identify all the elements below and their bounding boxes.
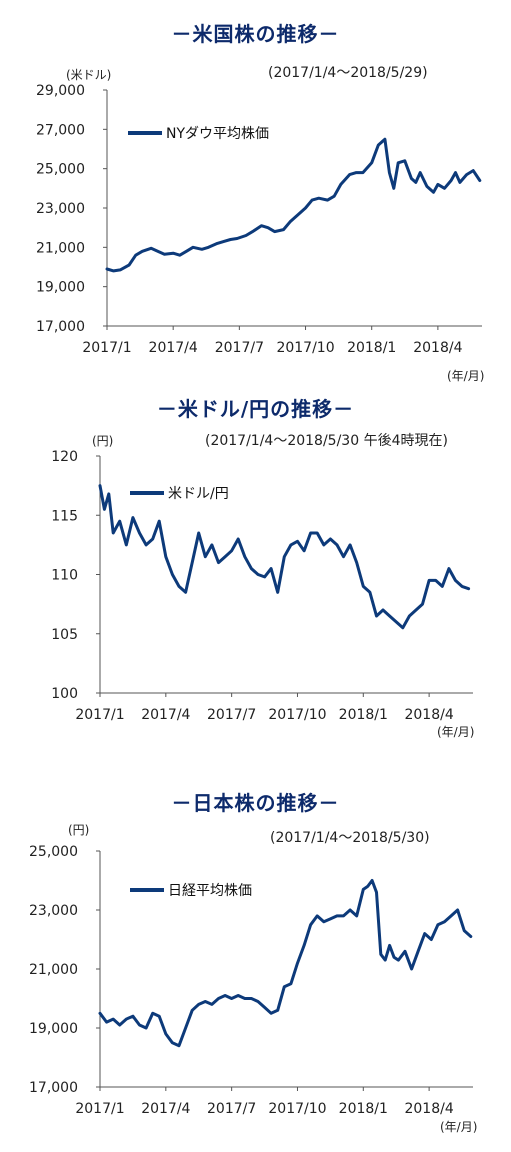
japan-stock-panel: －日本株の推移－ (2017/1/4～2018/5/30) (円) (年/月) …	[0, 745, 511, 1152]
chart-period: (2017/1/4～2018/5/30)	[270, 830, 430, 846]
us-stock-panel: －米国株の推移－ (2017/1/4～2018/5/29) (米ドル) (年/月…	[0, 0, 511, 385]
y-tick-label: 110	[51, 568, 78, 584]
x-tick-label: 2018/1	[339, 1101, 388, 1117]
y-tick-label: 17,000	[36, 319, 85, 335]
legend-label: NYダウ平均株価	[166, 126, 270, 142]
chart-period: (2017/1/4～2018/5/30 午後4時現在)	[205, 433, 448, 449]
series-line	[98, 879, 473, 1048]
y-tick-label: 19,000	[29, 1021, 78, 1037]
x-tick-label: 2018/4	[413, 340, 462, 356]
x-axis-unit: (年/月)	[437, 725, 475, 739]
x-tick-label: 2017/1	[82, 340, 131, 356]
chart-legend: 米ドル/円	[130, 483, 229, 503]
y-tick-label: 27,000	[36, 122, 85, 138]
x-tick-label: 2017/4	[149, 340, 198, 356]
y-tick-label: 105	[51, 627, 78, 643]
x-axis-unit: (年/月)	[440, 1120, 478, 1134]
x-tick-label: 2017/1	[75, 1101, 124, 1117]
legend-label: 日経平均株価	[168, 883, 252, 899]
x-axis-unit: (年/月)	[447, 369, 485, 383]
y-axis-unit: (円)	[92, 434, 114, 448]
y-axis-unit: (円)	[68, 823, 90, 837]
legend-swatch	[130, 888, 164, 892]
y-tick-label: 100	[51, 686, 78, 702]
x-tick-label: 2018/4	[404, 1101, 453, 1117]
chart-title: －日本株の推移－	[171, 791, 340, 815]
x-tick-label: 2018/4	[404, 707, 453, 723]
chart-title: －米ドル/円の推移－	[156, 397, 355, 421]
y-tick-label: 29,000	[36, 83, 85, 99]
y-tick-label: 115	[51, 508, 78, 524]
chart-legend: NYダウ平均株価	[128, 123, 269, 143]
y-tick-label: 23,000	[36, 201, 85, 217]
chart-period: (2017/1/4～2018/5/29)	[268, 65, 428, 81]
x-tick-label: 2017/7	[215, 340, 264, 356]
legend-swatch	[130, 491, 164, 495]
y-tick-label: 21,000	[36, 240, 85, 256]
x-tick-label: 2017/10	[268, 707, 326, 723]
x-tick-label: 2017/10	[276, 340, 334, 356]
legend-swatch	[128, 131, 162, 135]
x-tick-label: 2018/1	[339, 707, 388, 723]
x-tick-label: 2017/7	[207, 707, 256, 723]
y-tick-label: 23,000	[29, 903, 78, 919]
chart-title: －米国株の推移－	[171, 22, 340, 46]
usdjpy-panel: －米ドル/円の推移－ (2017/1/4～2018/5/30 午後4時現在) (…	[0, 385, 511, 745]
y-tick-label: 19,000	[36, 280, 85, 296]
y-tick-label: 21,000	[29, 962, 78, 978]
legend-label: 米ドル/円	[168, 486, 229, 502]
x-tick-label: 2017/1	[75, 707, 124, 723]
y-tick-label: 25,000	[36, 162, 85, 178]
chart-legend: 日経平均株価	[130, 880, 252, 900]
series-line	[98, 484, 471, 630]
y-tick-label: 17,000	[29, 1080, 78, 1096]
y-tick-label: 25,000	[29, 844, 78, 860]
x-tick-label: 2017/10	[268, 1101, 326, 1117]
y-axis-unit: (米ドル)	[66, 68, 112, 82]
x-tick-label: 2017/4	[141, 707, 190, 723]
x-tick-label: 2017/4	[141, 1101, 190, 1117]
series-line	[105, 137, 482, 273]
y-tick-label: 120	[51, 449, 78, 465]
x-tick-label: 2018/1	[347, 340, 396, 356]
x-tick-label: 2017/7	[207, 1101, 256, 1117]
